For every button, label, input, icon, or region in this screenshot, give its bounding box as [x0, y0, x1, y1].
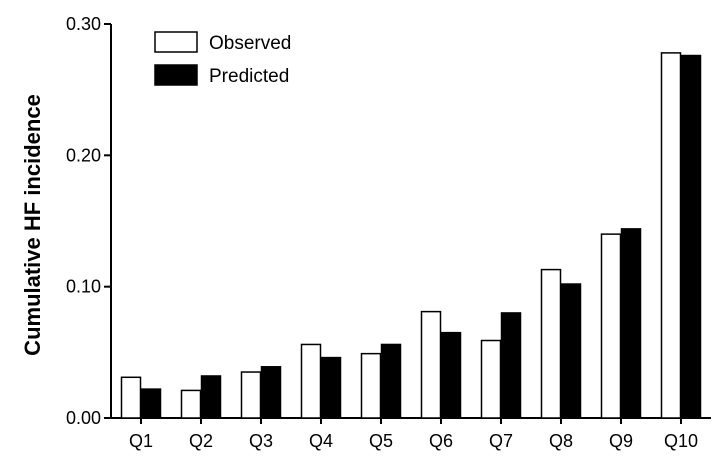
- bar-predicted-q6: [440, 331, 462, 419]
- bars: [120, 52, 702, 419]
- bar-observed-q1: [120, 376, 142, 419]
- bar-predicted-q10: [680, 54, 702, 419]
- bar-observed-q3: [240, 371, 262, 419]
- bar-observed-q6: [420, 310, 442, 419]
- legend-swatch-observed: [154, 31, 198, 53]
- bar-predicted-q2: [200, 375, 222, 419]
- bar-predicted-q1: [140, 388, 162, 419]
- y-tick-label: 0.00: [66, 408, 101, 428]
- bar-observed-q9: [600, 233, 622, 419]
- x-tick-label: Q9: [609, 431, 633, 451]
- y-tick-label: 0.20: [66, 145, 101, 165]
- x-tick-label: Q10: [664, 431, 698, 451]
- x-tick-label: Q3: [249, 431, 273, 451]
- x-tick-label: Q5: [369, 431, 393, 451]
- bar-predicted-q3: [260, 366, 282, 419]
- legend-swatch-predicted: [154, 64, 198, 86]
- y-axis-title: Cumulative HF incidence: [20, 94, 45, 356]
- y-tick-label: 0.10: [66, 277, 101, 297]
- axes: 0.00 0.10 0.20 0.30 Q1 Q2 Q3 Q4 Q5 Q6 Q7 Q8 Q9 Q10: [66, 14, 711, 451]
- bar-predicted-q5: [380, 343, 402, 419]
- bar-observed-q4: [300, 343, 322, 419]
- x-tick-label: Q8: [549, 431, 573, 451]
- bar-predicted-q7: [500, 312, 522, 419]
- bar-observed-q10: [660, 52, 682, 419]
- bar-predicted-q8: [560, 283, 582, 419]
- x-tick-label: Q4: [309, 431, 333, 451]
- bar-observed-q2: [180, 389, 202, 419]
- legend-label-observed: Observed: [209, 33, 291, 54]
- bar-observed-q8: [540, 268, 562, 419]
- x-tick-label: Q6: [429, 431, 453, 451]
- bar-observed-q7: [480, 339, 502, 419]
- y-tick-label: 0.30: [66, 14, 101, 34]
- legend-label-predicted: Predicted: [209, 66, 289, 87]
- legend: Observed Predicted: [154, 31, 291, 87]
- bar-observed-q5: [360, 352, 382, 419]
- x-tick-label: Q7: [489, 431, 513, 451]
- x-tick-label: Q1: [129, 431, 153, 451]
- bar-predicted-q9: [620, 228, 642, 419]
- bar-predicted-q4: [320, 356, 342, 419]
- x-tick-label: Q2: [189, 431, 213, 451]
